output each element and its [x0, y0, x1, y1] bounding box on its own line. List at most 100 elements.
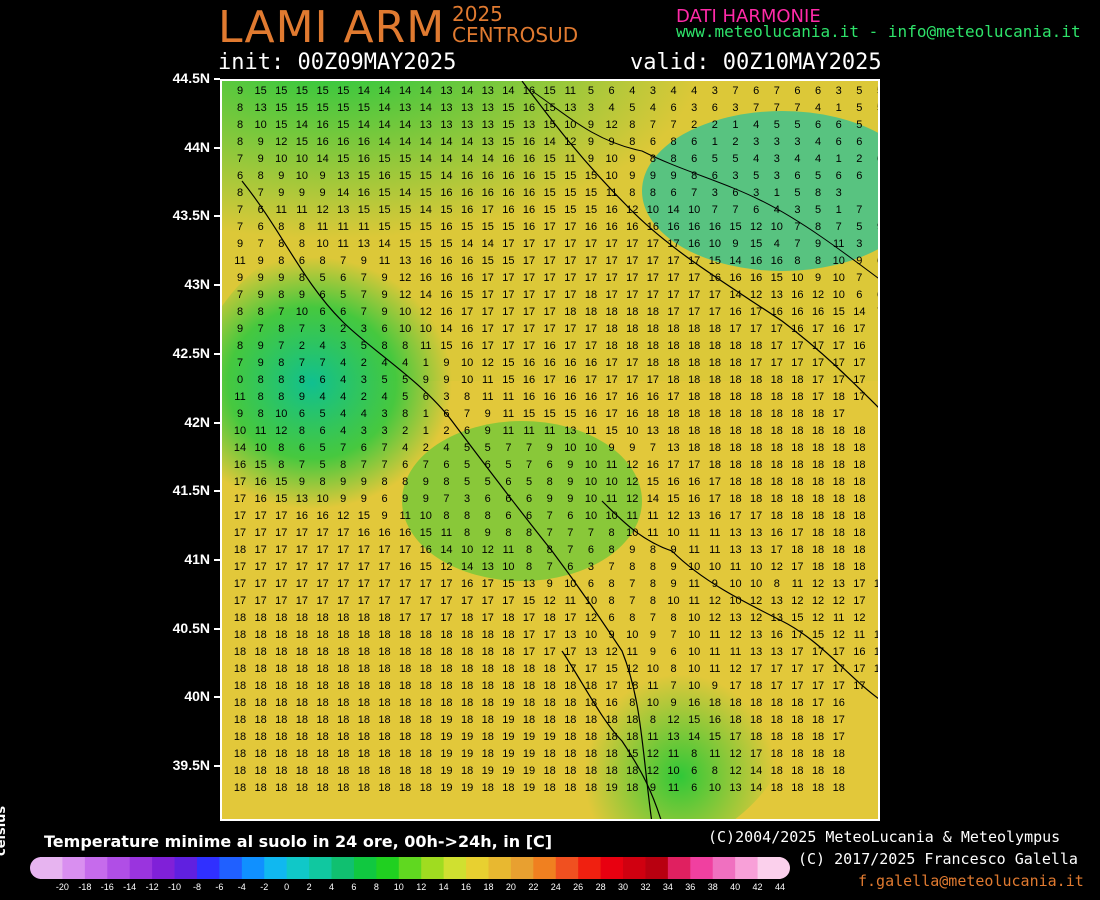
contact-email[interactable]: f.galella@meteolucania.it: [858, 872, 1084, 890]
grid-value: 18: [750, 476, 762, 488]
grid-value: 9: [299, 391, 305, 403]
grid-value: 17: [791, 629, 803, 641]
grid-value: 9: [258, 153, 264, 165]
temperature-map: 9 15 15 15 15 15 14 14 14 14 13 14 13 14 16 15 11 5 6 4 3 4 4 3…: [220, 79, 880, 821]
grid-value: 17: [585, 272, 597, 284]
colorbar-tick-label: 6: [351, 882, 357, 892]
grid-value: 18: [750, 442, 762, 454]
grid-value: 17: [833, 340, 845, 352]
grid-value: 7: [547, 527, 553, 539]
grid-value: 15: [399, 153, 411, 165]
grid-value: 18: [750, 425, 762, 437]
grid-value: 16: [440, 187, 452, 199]
grid-value: 17: [833, 663, 845, 675]
grid-value: 15: [833, 306, 845, 318]
grid-value: 16: [523, 170, 535, 182]
grid-value: 15: [420, 187, 432, 199]
colorbar-tick-label: 10: [393, 882, 404, 892]
colorbar-tick-label: -6: [215, 882, 224, 892]
grid-value: 16: [709, 221, 721, 233]
colorbar-tick-label: 8: [373, 882, 379, 892]
grid-value: 18: [399, 680, 411, 692]
grid-value: 5: [464, 442, 470, 454]
grid-value: 10: [234, 425, 246, 437]
grid-value: 18: [378, 697, 390, 709]
grid-value: 3: [753, 187, 759, 199]
grid-value: 18: [420, 748, 432, 760]
grid-value: 16: [461, 204, 473, 216]
grid-value: 7: [258, 187, 264, 199]
grid-value: 18: [502, 782, 514, 794]
grid-value: 7: [340, 442, 346, 454]
grid-value: 17: [502, 323, 514, 335]
grid-value: 18: [812, 782, 824, 794]
grid-value: 11: [647, 510, 658, 522]
grid-value: 18: [275, 612, 287, 624]
grid-value: 17: [523, 340, 535, 352]
grid-value: 15: [275, 102, 287, 114]
grid-value: 4: [670, 85, 676, 97]
grid-value: 2: [423, 442, 429, 454]
colorbar-segment: [264, 857, 288, 879]
grid-value: 17: [750, 510, 762, 522]
grid-value: 8: [650, 544, 656, 556]
grid-value: 8: [258, 408, 264, 420]
grid-value: 6: [650, 136, 656, 148]
grid-value: 18: [812, 561, 824, 573]
website-link[interactable]: www.meteolucania.it - info@meteolucania.…: [676, 22, 1081, 41]
grid-value: 9: [588, 119, 594, 131]
grid-value: 17: [564, 221, 576, 233]
grid-value: 17: [605, 374, 617, 386]
grid-value: 12: [626, 493, 638, 505]
grid-value: 3: [732, 102, 738, 114]
grid-value: 18: [812, 544, 824, 556]
grid-value: 5: [320, 459, 326, 471]
grid-value: 18: [812, 408, 824, 420]
colorbar-segment: [398, 857, 422, 879]
grid-value: 16: [502, 153, 514, 165]
grid-value: 18: [709, 442, 721, 454]
grid-value: 18: [833, 425, 845, 437]
grid-value: 3: [361, 425, 367, 437]
model-year: 2025: [452, 2, 503, 26]
grid-value: 1: [774, 187, 780, 199]
grid-value: 8: [629, 612, 635, 624]
grid-value: 8: [629, 119, 635, 131]
grid-value: 16: [523, 187, 535, 199]
grid-value: 18: [255, 782, 267, 794]
grid-value: 18: [853, 493, 865, 505]
grid-value: 16: [771, 527, 783, 539]
grid-value: 14: [750, 782, 762, 794]
grid-value: 18: [771, 782, 783, 794]
grid-value: 18: [709, 391, 721, 403]
grid-value: 5: [877, 85, 880, 97]
grid-value: 7: [629, 578, 635, 590]
grid-value: 18: [420, 782, 432, 794]
grid-value: 16: [564, 391, 576, 403]
grid-value: 17: [544, 238, 556, 250]
grid-value: 17: [626, 357, 638, 369]
grid-value: 9: [361, 255, 367, 267]
grid-value: 15: [544, 204, 556, 216]
region-label: CENTROSUD: [452, 23, 579, 47]
grid-value: 18: [771, 765, 783, 777]
grid-value: 15: [337, 85, 349, 97]
grid-value: 19: [502, 748, 514, 760]
grid-value: 16: [234, 459, 246, 471]
grid-value: 18: [791, 459, 803, 471]
grid-value: 7: [381, 459, 387, 471]
grid-value: 9: [712, 680, 718, 692]
grid-value: 17: [399, 595, 411, 607]
grid-value: 10: [255, 442, 267, 454]
grid-value: 17: [296, 544, 308, 556]
grid-value: 5: [340, 289, 346, 301]
grid-value: 17: [399, 544, 411, 556]
grid-value: 9: [815, 272, 821, 284]
grid-value: 13: [523, 119, 535, 131]
grid-value: 6: [443, 459, 449, 471]
grid-value: 15: [750, 238, 762, 250]
grid-value: 16: [729, 306, 741, 318]
colorbar-tick-label: 38: [707, 882, 718, 892]
grid-value: 18: [337, 748, 349, 760]
grid-value: 18: [833, 476, 845, 488]
